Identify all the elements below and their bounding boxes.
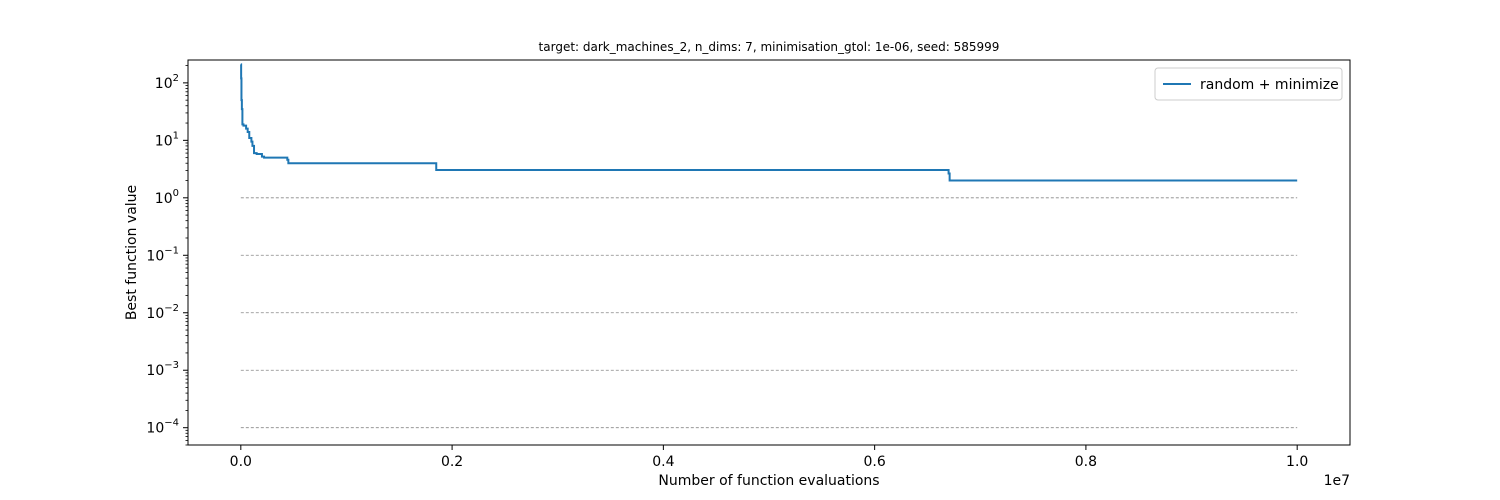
series-layer: [240, 63, 1298, 182]
y-tick-label: 10−2: [146, 303, 179, 322]
x-axis-offset-label: 1e7: [1324, 473, 1350, 489]
legend-label: random + minimize: [1200, 77, 1339, 93]
y-tick-label: 10−1: [146, 245, 179, 264]
x-axis-label: Number of function evaluations: [658, 473, 879, 489]
legend-box: [1154, 67, 1343, 101]
y-tick-label: 10−4: [146, 418, 179, 437]
y-tick-label: 100: [155, 188, 179, 207]
y-tick-label: 10−3: [146, 360, 179, 379]
x-tick-label: 0.8: [1075, 454, 1097, 470]
series-line: [240, 63, 1298, 182]
y-tick-label: 101: [155, 130, 179, 149]
x-axis: 0.0 0.2 0.4 0.6 0.8 1.0: [230, 445, 1308, 470]
x-tick-label: 0.2: [441, 454, 463, 470]
chart-title: target: dark_machines_2, n_dims: 7, mini…: [539, 40, 1000, 54]
x-tick-label: 0.4: [652, 454, 674, 470]
legend: random + minimize: [1154, 67, 1343, 101]
plot-frame: [187, 59, 1351, 446]
reference-lines: [240, 197, 1298, 429]
y-tick-label: 102: [155, 73, 179, 92]
x-tick-label: 0.0: [230, 454, 252, 470]
y-axis-label: Best function value: [124, 185, 140, 320]
x-tick-label: 1.0: [1286, 454, 1308, 470]
y-axis: 10−4 10−3 10−2 10−1 100 101 102: [146, 65, 188, 446]
x-tick-label: 0.6: [864, 454, 886, 470]
